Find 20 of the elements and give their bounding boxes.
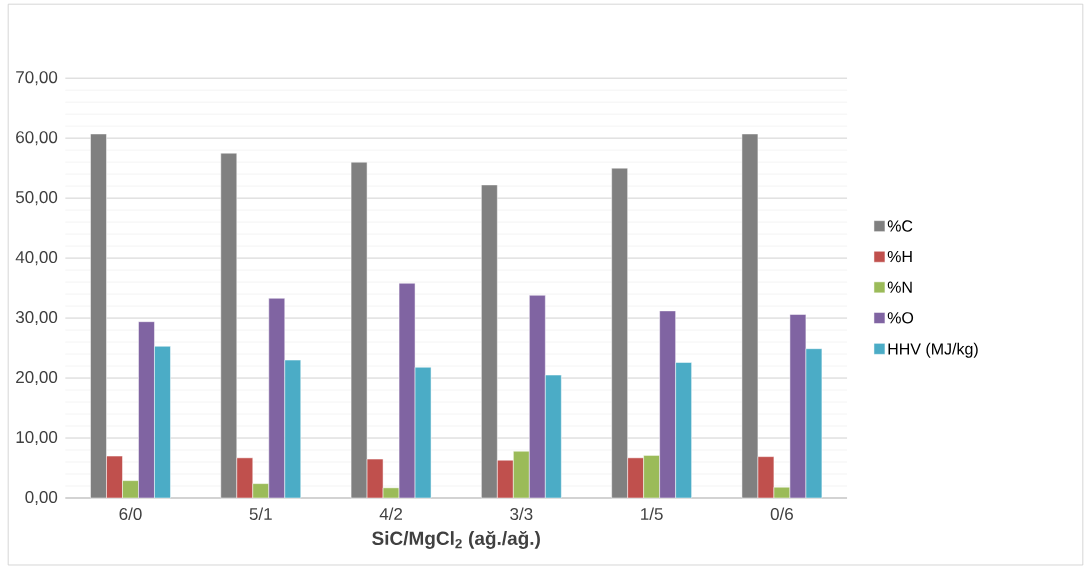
x-tick-label: 1/5 <box>641 507 663 520</box>
y-tick-label: 20,00 <box>16 370 58 385</box>
y-tick-label: 0,00 <box>25 490 58 505</box>
x-tick-label: 4/2 <box>379 507 403 520</box>
x-axis-title: SiC/MgCl$_{2}$ (ağ./ağ.) <box>372 530 540 549</box>
x-tick-label: 5/1 <box>249 507 272 520</box>
legend-label: %C <box>887 220 913 232</box>
y-tick-label: 10,00 <box>16 430 58 445</box>
legend-label: %N <box>887 281 912 293</box>
legend-label: %O <box>887 312 914 324</box>
y-tick-label: 30,00 <box>15 310 58 326</box>
x-tick-label: 6/0 <box>119 507 142 520</box>
x-tick-label: 3/3 <box>510 507 533 520</box>
legend-label: %H <box>887 250 912 263</box>
x-tick-label: 0/6 <box>770 507 793 520</box>
y-tick-label: 70,00 <box>16 71 58 86</box>
legend-label: HHV (MJ/kg) <box>888 342 978 358</box>
y-tick-label: 50,00 <box>15 191 58 206</box>
y-tick-label: 60,00 <box>16 131 58 146</box>
y-tick-label: 40,00 <box>15 250 58 266</box>
